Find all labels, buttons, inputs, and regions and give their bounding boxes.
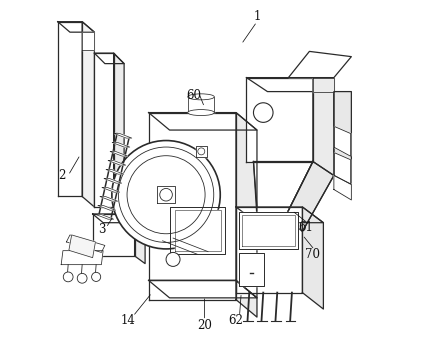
Polygon shape	[82, 32, 95, 49]
Polygon shape	[246, 78, 334, 92]
Polygon shape	[236, 280, 257, 317]
Polygon shape	[236, 113, 257, 298]
Polygon shape	[157, 186, 175, 204]
Polygon shape	[246, 78, 313, 161]
Text: 70: 70	[305, 248, 321, 261]
Polygon shape	[334, 176, 351, 200]
Polygon shape	[149, 280, 257, 298]
Text: 1: 1	[254, 10, 262, 23]
Polygon shape	[100, 197, 118, 201]
Polygon shape	[334, 92, 351, 188]
Circle shape	[166, 252, 180, 266]
Text: 3: 3	[98, 223, 105, 236]
Polygon shape	[175, 211, 221, 251]
Polygon shape	[58, 22, 82, 197]
Polygon shape	[110, 152, 128, 156]
Polygon shape	[239, 212, 298, 249]
Text: 60: 60	[186, 88, 202, 101]
Polygon shape	[67, 235, 105, 252]
Polygon shape	[289, 51, 351, 78]
Circle shape	[77, 273, 87, 283]
Polygon shape	[98, 206, 115, 210]
Text: 14: 14	[120, 314, 135, 327]
Text: 20: 20	[197, 319, 212, 332]
Polygon shape	[285, 161, 334, 231]
Polygon shape	[236, 207, 323, 223]
Polygon shape	[96, 215, 114, 219]
Polygon shape	[188, 97, 214, 113]
Ellipse shape	[188, 94, 214, 100]
Polygon shape	[93, 214, 145, 223]
Polygon shape	[335, 153, 351, 184]
Text: 2: 2	[58, 169, 66, 182]
Polygon shape	[254, 161, 313, 218]
Polygon shape	[104, 179, 122, 183]
Polygon shape	[102, 188, 120, 192]
Polygon shape	[149, 280, 236, 300]
Polygon shape	[114, 53, 124, 218]
Text: 62: 62	[229, 314, 243, 327]
Circle shape	[254, 103, 273, 122]
Polygon shape	[82, 22, 95, 207]
Polygon shape	[93, 214, 135, 256]
Polygon shape	[135, 214, 145, 264]
Polygon shape	[236, 207, 302, 293]
Polygon shape	[302, 207, 323, 309]
Polygon shape	[112, 143, 130, 147]
Polygon shape	[149, 113, 236, 280]
Circle shape	[112, 140, 220, 249]
Polygon shape	[149, 113, 257, 130]
Polygon shape	[239, 253, 264, 286]
Circle shape	[91, 272, 101, 282]
Polygon shape	[242, 215, 295, 246]
Polygon shape	[61, 251, 103, 265]
Polygon shape	[335, 127, 351, 156]
Polygon shape	[170, 207, 226, 254]
Polygon shape	[313, 78, 334, 176]
Polygon shape	[106, 170, 124, 174]
Circle shape	[63, 272, 73, 282]
Polygon shape	[313, 78, 334, 92]
Polygon shape	[108, 161, 126, 165]
Polygon shape	[114, 133, 132, 138]
Ellipse shape	[188, 110, 214, 115]
Polygon shape	[196, 146, 207, 157]
Polygon shape	[69, 235, 95, 258]
Text: 61: 61	[298, 221, 313, 234]
Polygon shape	[58, 22, 95, 32]
Polygon shape	[95, 53, 124, 64]
Polygon shape	[95, 53, 114, 207]
